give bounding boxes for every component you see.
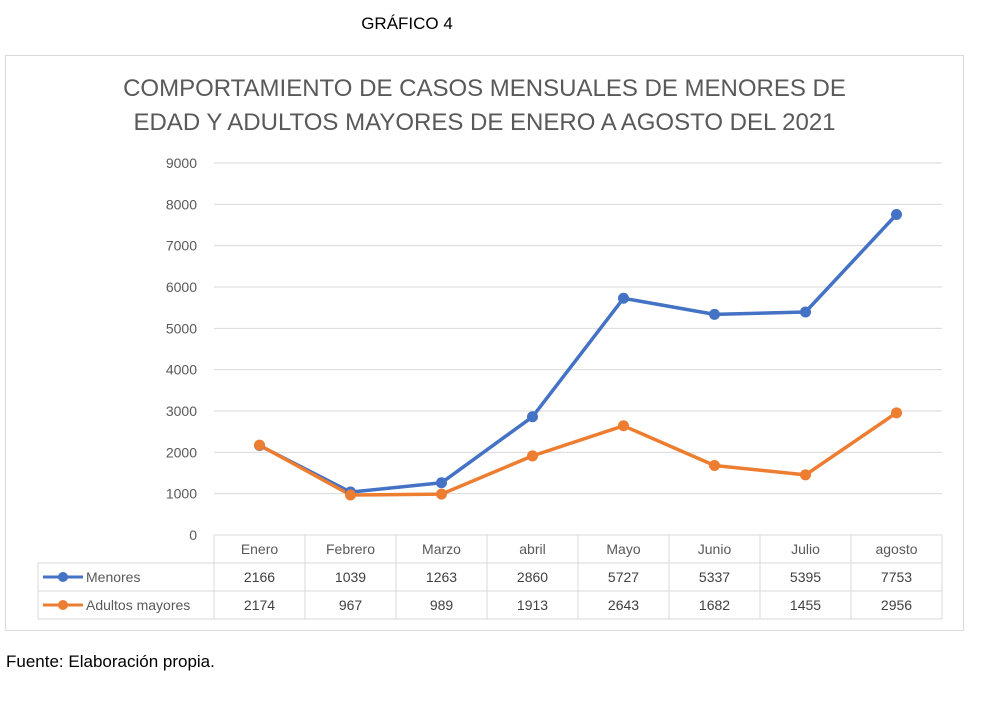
y-tick-label: 1000 <box>166 486 197 502</box>
x-category-label: Febrero <box>326 541 375 557</box>
data-table-value: 989 <box>430 597 454 613</box>
series-lines <box>257 212 899 497</box>
series-points <box>254 209 902 501</box>
x-category-label: abril <box>519 541 545 557</box>
data-point <box>800 306 811 318</box>
y-tick-label: 8000 <box>166 196 197 212</box>
x-category-label: Mayo <box>606 541 640 557</box>
data-point <box>891 209 902 221</box>
data-table-value: 1263 <box>426 569 457 585</box>
legend-key-marker <box>58 572 68 582</box>
data-point <box>800 469 811 481</box>
y-tick-label: 6000 <box>166 279 197 295</box>
data-table-value: 967 <box>339 597 363 613</box>
x-category-label: Marzo <box>422 541 461 557</box>
data-table-value: 5395 <box>790 569 821 585</box>
legend-key-marker <box>58 600 68 610</box>
x-category-label: Junio <box>698 541 732 557</box>
data-point <box>618 292 629 304</box>
data-point <box>436 488 447 500</box>
series-line <box>257 212 899 494</box>
chart-title-line2: EDAD Y ADULTOS MAYORES DE ENERO A AGOSTO… <box>133 109 836 136</box>
data-table-value: 5337 <box>699 569 730 585</box>
data-point <box>527 411 538 423</box>
data-point <box>618 420 629 432</box>
y-tick-label: 7000 <box>166 238 197 254</box>
data-table-value: 1682 <box>699 597 730 613</box>
data-table-value: 2174 <box>244 597 275 613</box>
data-point <box>527 450 538 462</box>
series-line <box>257 411 899 497</box>
data-point <box>345 489 356 501</box>
data-table-value: 5727 <box>608 569 639 585</box>
chart-frame <box>5 55 964 631</box>
x-category-label: Julio <box>791 541 820 557</box>
gridlines <box>214 162 942 495</box>
chart-title: COMPORTAMIENTO DE CASOS MENSUALES DE MEN… <box>5 72 964 140</box>
data-point <box>891 407 902 419</box>
data-table-value: 1455 <box>790 597 821 613</box>
y-tick-label: 0 <box>189 527 197 543</box>
data-point <box>436 477 447 489</box>
y-tick-label: 3000 <box>166 403 197 419</box>
y-tick-label: 2000 <box>166 444 197 460</box>
data-table-value: 2956 <box>881 597 912 613</box>
data-point <box>709 459 720 471</box>
data-table-value: 1913 <box>517 597 548 613</box>
y-axis-tick-labels: 0 1000 2000 3000 4000 5000 6000 7000 8000 9000 <box>166 155 197 543</box>
data-table-value: 2166 <box>244 569 275 585</box>
x-category-label: Enero <box>241 541 279 557</box>
y-tick-label: 4000 <box>166 362 197 378</box>
chart-title-line1: COMPORTAMIENTO DE CASOS MENSUALES DE MEN… <box>123 75 846 102</box>
data-point <box>254 439 265 451</box>
data-table-value: 2860 <box>517 569 548 585</box>
legend-series-name: Menores <box>86 569 140 585</box>
data-point <box>709 308 720 320</box>
figure-heading: GRÁFICO 4 <box>361 14 453 33</box>
y-tick-label: 5000 <box>166 320 197 336</box>
source-note: Fuente: Elaboración propia. <box>6 652 215 671</box>
legend-series-name: Adultos mayores <box>86 597 190 613</box>
data-table-value: 2643 <box>608 597 639 613</box>
data-table-value: 7753 <box>881 569 912 585</box>
data-table-value: 1039 <box>335 569 366 585</box>
x-category-label: agosto <box>875 541 917 557</box>
y-tick-label: 9000 <box>166 155 197 171</box>
data-table: Enero Febrero Marzo abril Mayo Junio Julio agos… <box>37 534 943 620</box>
